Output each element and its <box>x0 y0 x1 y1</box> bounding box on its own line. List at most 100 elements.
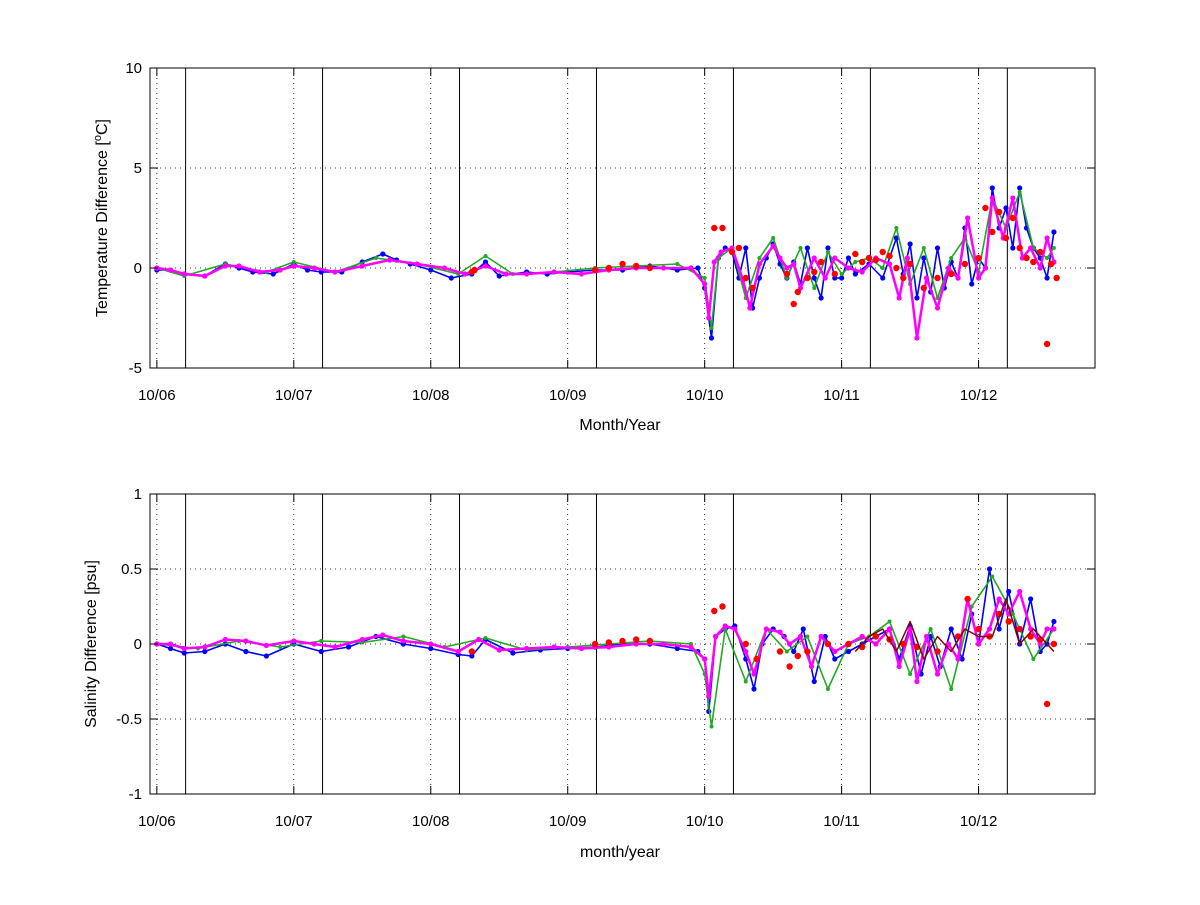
data-point-red <box>865 254 873 262</box>
y-tick-label: 10 <box>125 60 142 77</box>
data-point-red <box>735 244 743 252</box>
series-marker-magenta <box>633 641 639 647</box>
data-point-red <box>711 607 718 615</box>
series-marker-blue <box>934 245 941 251</box>
series-marker-magenta <box>945 641 952 647</box>
series-marker-magenta <box>845 265 852 271</box>
y-tick-label: -5 <box>129 360 142 377</box>
series-marker-magenta <box>934 305 941 311</box>
data-point-red <box>468 648 476 655</box>
data-point-red <box>961 260 969 268</box>
series-marker-magenta <box>688 644 694 650</box>
y-tick-label: -0.5 <box>116 711 142 728</box>
data-point-red <box>947 270 955 278</box>
data-point-red <box>804 648 811 655</box>
series-marker-blue <box>1051 618 1057 625</box>
series-marker-magenta <box>791 261 797 267</box>
data-point-red <box>1030 258 1037 266</box>
x-tick-label: 10/08 <box>412 813 450 830</box>
series-marker-blue <box>167 645 174 652</box>
series-marker-magenta <box>222 636 228 643</box>
series-marker-magenta <box>387 257 393 263</box>
data-point-red <box>975 254 982 262</box>
data-point-red <box>794 288 802 296</box>
series-marker-magenta <box>181 645 187 652</box>
data-point-red <box>964 595 971 603</box>
data-point-red <box>1016 625 1023 633</box>
data-point-red <box>852 250 859 258</box>
data-point-red <box>711 224 718 232</box>
series-marker-blue <box>996 626 1002 632</box>
series-marker-blue <box>510 650 516 656</box>
x-tick-label: 10/08 <box>412 387 450 404</box>
data-point-red <box>632 636 640 643</box>
salinity-x-axis-label: month/year <box>580 844 661 861</box>
series-marker-blue <box>756 275 763 281</box>
data-point-red <box>906 260 914 268</box>
series-marker-magenta <box>202 644 208 650</box>
series-marker-magenta <box>718 249 724 255</box>
series-marker-magenta <box>923 275 930 281</box>
series-marker-blue <box>243 648 249 655</box>
series-marker-blue <box>948 626 954 632</box>
series-marker-magenta <box>982 265 989 271</box>
data-point-red <box>817 258 825 266</box>
series-marker-magenta <box>914 678 920 685</box>
data-point-red <box>934 274 941 282</box>
series-marker-green <box>291 260 296 264</box>
data-point-red <box>1043 700 1051 708</box>
x-tick-label: 10/09 <box>549 813 587 830</box>
series-marker-magenta <box>818 633 824 640</box>
series-marker-blue <box>825 245 831 251</box>
series-marker-magenta <box>896 663 902 670</box>
series-marker-magenta <box>359 636 365 643</box>
series-marker-magenta <box>975 641 982 647</box>
series-marker-blue <box>380 251 386 257</box>
series-marker-green <box>1017 190 1022 194</box>
x-tick-label: 10/12 <box>960 813 998 830</box>
data-point-red <box>1043 340 1051 348</box>
series-marker-magenta <box>832 648 838 655</box>
temperature-x-axis-label: Month/Year <box>579 417 661 434</box>
series-marker-green <box>278 645 283 649</box>
series-marker-magenta <box>777 255 783 261</box>
temperature-separators <box>185 68 1008 368</box>
series-marker-blue <box>804 245 810 251</box>
series-marker-blue <box>907 241 913 247</box>
series-marker-magenta <box>660 265 667 271</box>
series-marker-green <box>887 619 892 624</box>
series-marker-magenta <box>332 644 338 650</box>
series-marker-magenta <box>786 641 793 647</box>
series-marker-magenta <box>359 263 365 269</box>
series-marker-magenta <box>428 641 434 647</box>
series-marker-magenta <box>702 656 708 662</box>
series-marker-blue <box>202 648 208 655</box>
salinity-panel: 10.50-0.5-1 10/06 10/07 10/08 10/09 10/10 10/… <box>83 486 1096 861</box>
data-point-red <box>934 648 941 655</box>
series-marker-blue <box>811 275 817 281</box>
series-marker-green <box>771 236 776 240</box>
series-marker-magenta <box>1044 235 1050 241</box>
series-marker-magenta <box>832 255 838 261</box>
series-marker-blue <box>800 626 806 632</box>
data-point-red <box>742 640 749 648</box>
series-marker-magenta <box>688 265 694 271</box>
series-marker-magenta <box>706 315 712 321</box>
series-marker-magenta <box>808 663 815 670</box>
series-marker-magenta <box>503 271 509 277</box>
series-marker-blue <box>1051 229 1057 235</box>
data-point-red <box>845 640 852 648</box>
series-marker-blue <box>263 653 270 659</box>
data-point-red <box>619 260 626 268</box>
data-point-red <box>794 652 802 660</box>
data-point-red <box>1002 234 1010 242</box>
series-marker-magenta <box>822 275 828 281</box>
series-marker-blue <box>959 656 965 662</box>
series-marker-blue <box>880 275 886 281</box>
series-marker-magenta <box>236 263 242 269</box>
series-marker-magenta <box>400 638 406 644</box>
series-marker-magenta <box>380 632 386 638</box>
data-point-red <box>824 640 832 648</box>
series-marker-magenta <box>660 641 667 647</box>
